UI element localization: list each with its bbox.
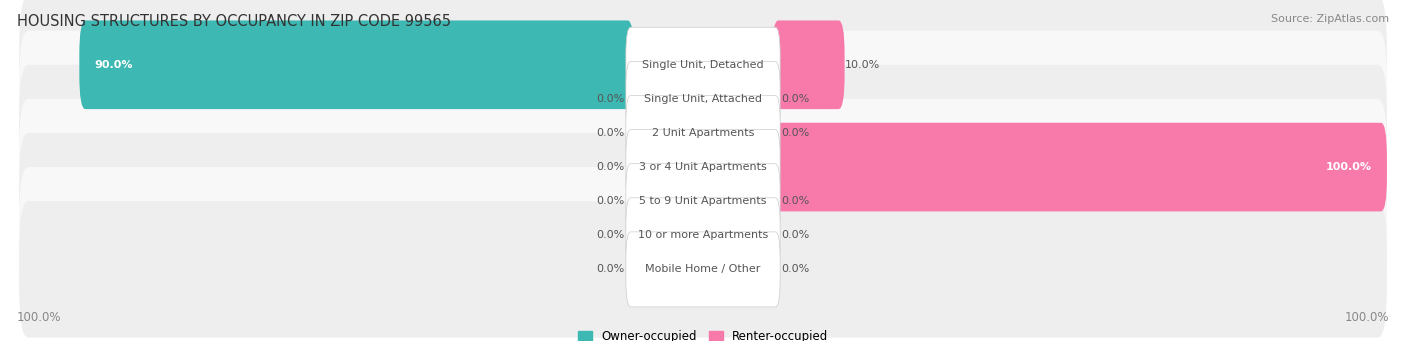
FancyBboxPatch shape xyxy=(20,99,1386,235)
FancyBboxPatch shape xyxy=(626,27,780,102)
Text: 0.0%: 0.0% xyxy=(782,128,810,138)
Text: 100.0%: 100.0% xyxy=(17,311,62,324)
FancyBboxPatch shape xyxy=(626,130,780,205)
FancyBboxPatch shape xyxy=(20,0,1386,133)
FancyBboxPatch shape xyxy=(20,133,1386,269)
FancyBboxPatch shape xyxy=(20,201,1386,338)
FancyBboxPatch shape xyxy=(626,232,780,307)
Text: 0.0%: 0.0% xyxy=(596,230,624,240)
Text: Mobile Home / Other: Mobile Home / Other xyxy=(645,264,761,275)
FancyBboxPatch shape xyxy=(79,20,634,109)
Text: Single Unit, Attached: Single Unit, Attached xyxy=(644,94,762,104)
Text: 5 to 9 Unit Apartments: 5 to 9 Unit Apartments xyxy=(640,196,766,206)
Text: 100.0%: 100.0% xyxy=(1326,162,1372,172)
FancyBboxPatch shape xyxy=(772,123,1386,211)
Text: 2 Unit Apartments: 2 Unit Apartments xyxy=(652,128,754,138)
Text: 0.0%: 0.0% xyxy=(596,162,624,172)
Text: 100.0%: 100.0% xyxy=(1344,311,1389,324)
FancyBboxPatch shape xyxy=(626,61,780,136)
Text: 90.0%: 90.0% xyxy=(94,60,134,70)
Text: 0.0%: 0.0% xyxy=(596,196,624,206)
FancyBboxPatch shape xyxy=(626,95,780,170)
Text: Source: ZipAtlas.com: Source: ZipAtlas.com xyxy=(1271,14,1389,24)
FancyBboxPatch shape xyxy=(626,198,780,273)
Text: 0.0%: 0.0% xyxy=(596,94,624,104)
Legend: Owner-occupied, Renter-occupied: Owner-occupied, Renter-occupied xyxy=(578,330,828,341)
Text: 0.0%: 0.0% xyxy=(782,196,810,206)
Text: 0.0%: 0.0% xyxy=(782,230,810,240)
Text: 0.0%: 0.0% xyxy=(596,128,624,138)
Text: 10.0%: 10.0% xyxy=(845,60,880,70)
Text: 10 or more Apartments: 10 or more Apartments xyxy=(638,230,768,240)
Text: 0.0%: 0.0% xyxy=(596,264,624,275)
Text: Single Unit, Detached: Single Unit, Detached xyxy=(643,60,763,70)
FancyBboxPatch shape xyxy=(20,167,1386,303)
Text: 0.0%: 0.0% xyxy=(782,264,810,275)
Text: 0.0%: 0.0% xyxy=(782,94,810,104)
FancyBboxPatch shape xyxy=(772,20,845,109)
FancyBboxPatch shape xyxy=(626,164,780,239)
FancyBboxPatch shape xyxy=(20,65,1386,201)
FancyBboxPatch shape xyxy=(20,31,1386,167)
Text: HOUSING STRUCTURES BY OCCUPANCY IN ZIP CODE 99565: HOUSING STRUCTURES BY OCCUPANCY IN ZIP C… xyxy=(17,14,451,29)
Text: 3 or 4 Unit Apartments: 3 or 4 Unit Apartments xyxy=(640,162,766,172)
